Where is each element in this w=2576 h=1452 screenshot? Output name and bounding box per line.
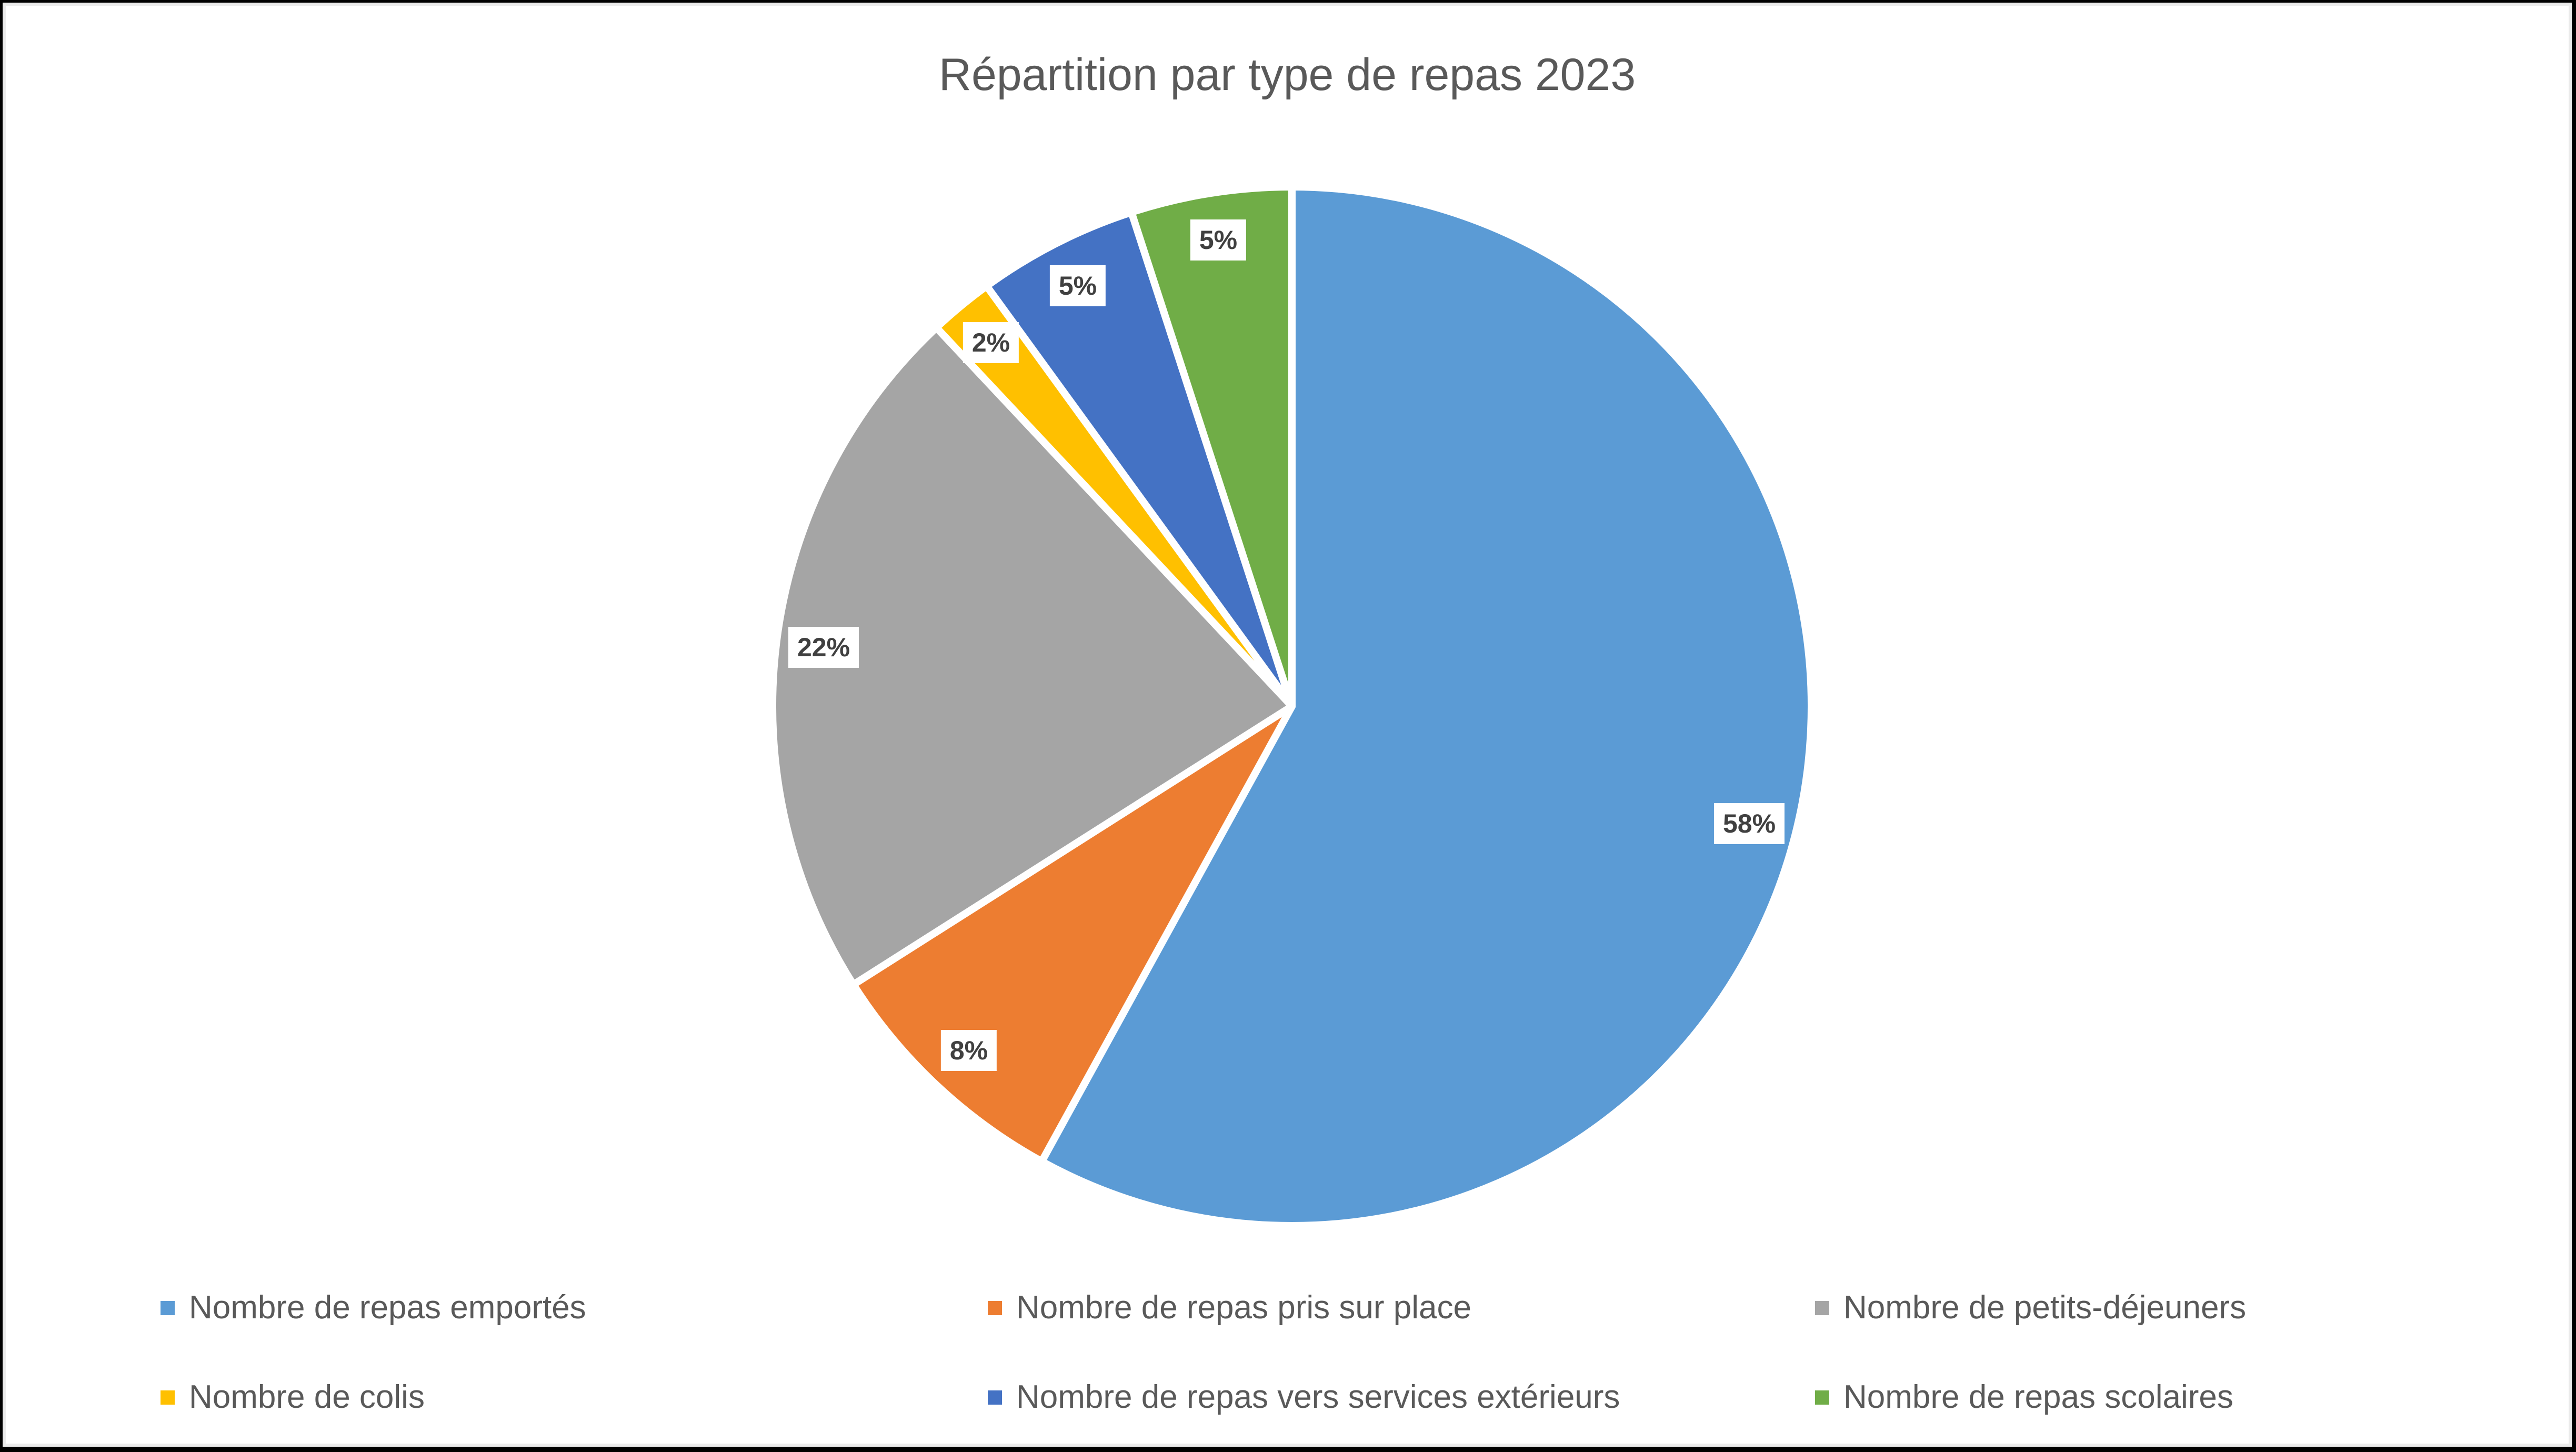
legend-item-label: Nombre de repas scolaires (1843, 1378, 2233, 1415)
legend-item-4[interactable]: Nombre de repas vers services extérieurs (988, 1379, 1815, 1415)
pie-slice-2[interactable] (769, 324, 1296, 988)
legend: Nombre de repas emportés Nombre de repas … (161, 1263, 2508, 1442)
legend-item-label: Nombre de colis (189, 1378, 425, 1415)
legend-item-2[interactable]: Nombre de petits-déjeuners (1815, 1289, 2508, 1326)
pie-slice-4[interactable] (983, 208, 1296, 710)
pie-slice-0[interactable] (1038, 183, 1815, 1229)
legend-swatch-icon (161, 1390, 175, 1405)
legend-swatch-icon (1815, 1300, 1829, 1315)
legend-item-label: Nombre de petits-déjeuners (1843, 1289, 2247, 1326)
legend-item-5[interactable]: Nombre de repas scolaires (1815, 1379, 2508, 1415)
legend-item-0[interactable]: Nombre de repas emportés (161, 1289, 988, 1326)
legend-swatch-icon (988, 1300, 1002, 1315)
legend-item-label: Nombre de repas pris sur place (1016, 1289, 1471, 1326)
chart-title: Répartition par type de repas 2023 (938, 49, 1636, 100)
legend-item-3[interactable]: Nombre de colis (161, 1379, 988, 1415)
legend-swatch-icon (988, 1390, 1002, 1405)
legend-item-1[interactable]: Nombre de repas pris sur place (988, 1289, 1815, 1326)
legend-item-label: Nombre de repas emportés (189, 1289, 586, 1326)
legend-swatch-icon (1815, 1390, 1829, 1405)
legend-item-label: Nombre de repas vers services extérieurs (1016, 1378, 1620, 1415)
pie-slice-5[interactable] (1128, 183, 1296, 710)
legend-swatch-icon (161, 1300, 175, 1315)
pie-chart (769, 183, 1815, 1229)
